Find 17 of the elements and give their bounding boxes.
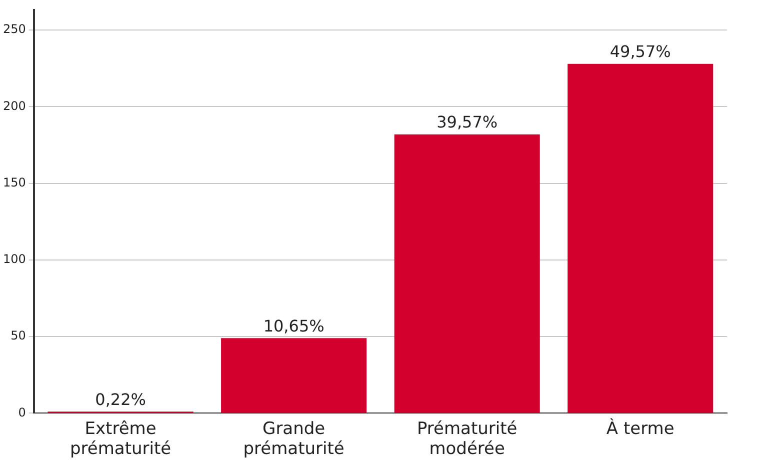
bar [221,338,367,413]
y-tick-label: 0 [18,405,26,420]
y-tick-label: 50 [10,328,26,343]
annotation: 39,57% [436,112,498,132]
y-tick-label: 150 [3,175,26,190]
y-tick-label: 200 [3,98,26,113]
y-tick-label: 100 [3,252,26,266]
x-tick-label: Prématurité modérée [416,418,518,460]
annotation: 10,65% [263,316,324,336]
bar [568,64,714,413]
x-tick-label: Extrême prématurité [70,418,172,460]
annotation: 0,22% [95,390,146,409]
annotation: 49,57% [610,42,671,61]
bar [394,134,540,413]
x-tick-label: Grande prématurité [243,418,344,460]
y-tick-label: 250 [3,22,26,36]
x-tick-label: À terme [606,418,674,439]
